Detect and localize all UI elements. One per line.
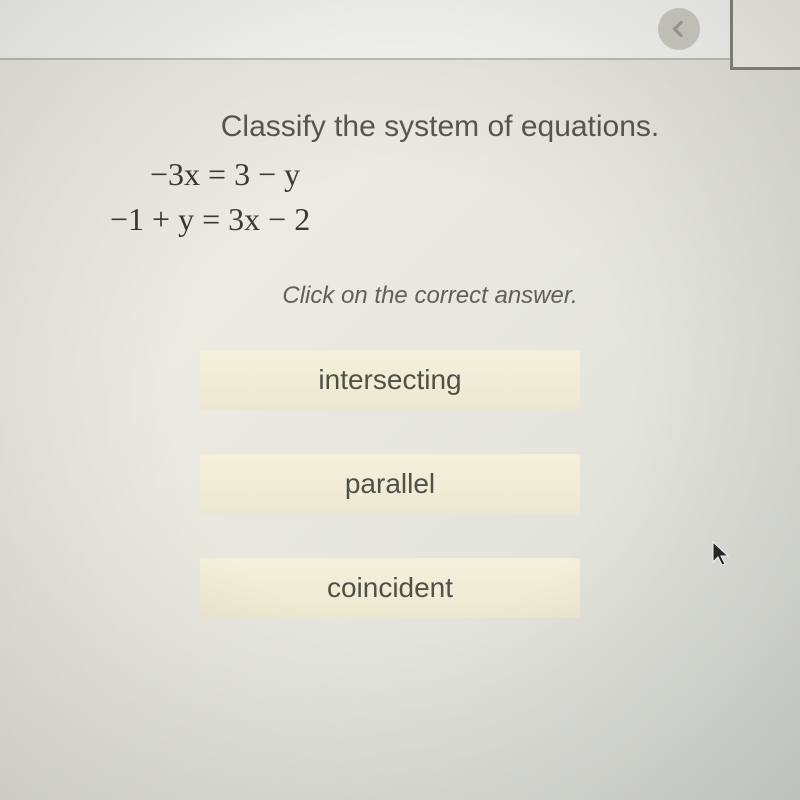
answer-intersecting[interactable]: intersecting — [200, 350, 580, 410]
question-title: Classify the system of equations. — [120, 110, 760, 144]
answer-coincident[interactable]: coincident — [200, 558, 580, 618]
instruction-text: Click on the correct answer. — [100, 282, 760, 310]
corner-panel — [730, 0, 800, 70]
answer-options: intersecting parallel coincident — [200, 350, 760, 618]
equation-block: −3x = 3 − y −1 + y = 3x − 2 — [110, 152, 760, 242]
equation-2: −1 + y = 3x − 2 — [110, 197, 760, 242]
equation-1: −3x = 3 − y — [150, 152, 760, 197]
back-button[interactable] — [658, 8, 700, 50]
top-bar — [0, 0, 800, 60]
answer-parallel[interactable]: parallel — [200, 454, 580, 514]
chevron-left-icon — [673, 21, 690, 38]
question-content: Classify the system of equations. −3x = … — [0, 110, 800, 662]
